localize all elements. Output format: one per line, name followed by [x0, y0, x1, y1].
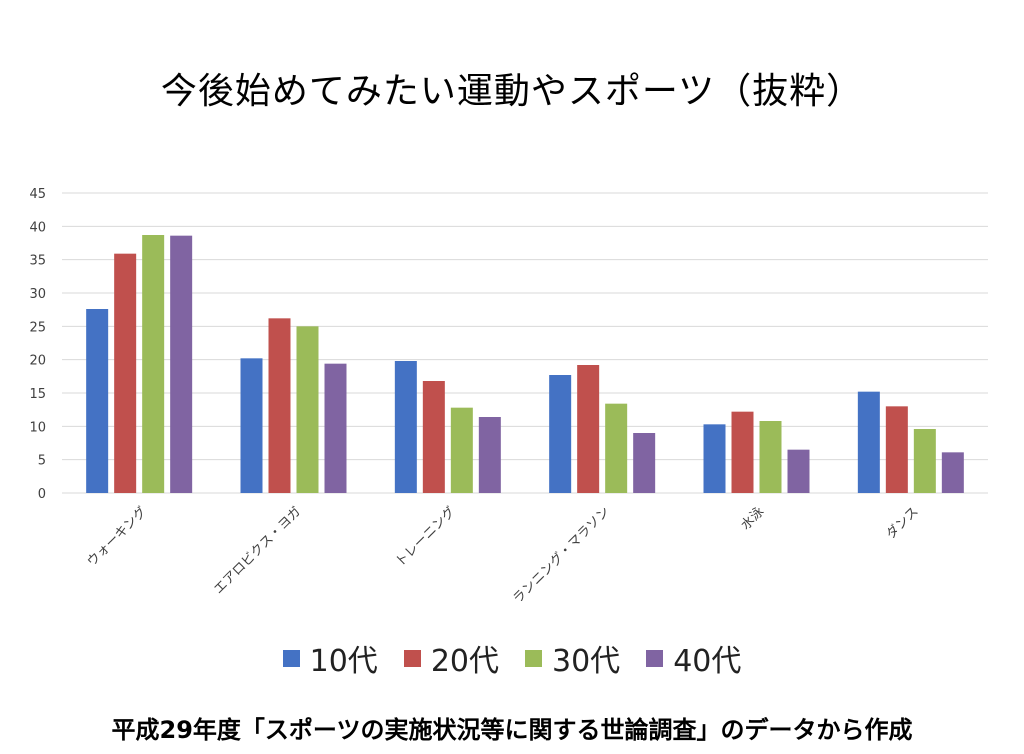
legend-label: 40代 — [673, 644, 742, 679]
footnote: 平成29年度「スポーツの実施状況等に関する世論調査」のデータから作成 — [111, 716, 913, 744]
bar-40代-エアロビクス・ヨガ — [324, 363, 347, 493]
legend-swatch — [282, 649, 300, 667]
bar-20代-トレーニング — [422, 381, 445, 493]
gridlines — [62, 192, 988, 494]
y-tick-label: 20 — [29, 354, 46, 369]
y-tick-label: 15 — [29, 387, 46, 402]
bar-20代-ダンス — [885, 406, 908, 493]
bar-10代-エアロビクス・ヨガ — [240, 358, 263, 493]
x-category-label: 水泳 — [738, 504, 767, 533]
bar-20代-ウォーキング — [114, 253, 137, 493]
bar-30代-水泳 — [759, 421, 782, 493]
chart-title: 今後始めてみたい運動やスポーツ（抜粋） — [160, 71, 864, 112]
bar-40代-ランニング・マラソン — [633, 433, 656, 493]
bar-20代-エアロビクス・ヨガ — [268, 318, 291, 493]
x-category-label: トレーニング — [393, 504, 459, 570]
bar-40代-ダンス — [941, 452, 964, 493]
x-category-label: ウォーキング — [84, 504, 149, 569]
y-tick-label: 25 — [29, 320, 46, 335]
x-axis-categories: ウォーキング エアロビクス・ヨガ トレーニング ランニング・マラソン 水泳 ダンス — [84, 504, 921, 607]
y-tick-label: 45 — [29, 187, 46, 202]
bar-40代-ウォーキング — [170, 235, 193, 493]
x-category-label: ランニング・マラソン — [510, 504, 613, 607]
legend-label: 30代 — [552, 644, 621, 679]
bar-30代-エアロビクス・ヨガ — [296, 326, 319, 493]
y-tick-label: 35 — [29, 254, 46, 269]
bar-10代-ランニング・マラソン — [549, 375, 572, 493]
y-tick-label: 40 — [29, 220, 46, 235]
legend-item: 30代 — [525, 636, 620, 680]
legend-item: 40代 — [646, 636, 741, 680]
bar-30代-ダンス — [913, 429, 936, 493]
legend-label: 20代 — [430, 644, 499, 679]
legend-item: 10代 — [282, 636, 378, 680]
bar-10代-水泳 — [703, 424, 726, 493]
y-tick-label: 10 — [29, 420, 46, 435]
legend-label: 10代 — [309, 644, 378, 679]
bar-chart: 0 5 10 15 20 25 30 35 40 45 ウォーキング エアロビクス・ヨガ トレーニング… — [29, 187, 988, 607]
bars — [86, 235, 964, 493]
legend-swatch — [646, 649, 664, 667]
bar-30代-ウォーキング — [142, 235, 165, 493]
bar-30代-トレーニング — [450, 407, 473, 493]
bar-10代-ダンス — [857, 391, 880, 493]
bar-20代-ランニング・マラソン — [577, 365, 600, 493]
bar-30代-ランニング・マラソン — [605, 403, 628, 493]
bar-10代-トレーニング — [394, 361, 417, 493]
bar-40代-水泳 — [787, 449, 810, 493]
x-category-label: エアロビクス・ヨガ — [211, 504, 304, 597]
y-axis-ticks: 0 5 10 15 20 25 30 35 40 45 — [29, 187, 46, 502]
legend: 10代 20代 30代 40代 — [0, 636, 1024, 680]
bar-20代-水泳 — [731, 411, 754, 493]
y-tick-label: 0 — [38, 487, 46, 502]
y-tick-label: 5 — [38, 454, 46, 469]
bar-10代-ウォーキング — [86, 309, 109, 493]
legend-swatch — [525, 649, 542, 667]
legend-item: 20代 — [403, 636, 499, 680]
x-category-label: ダンス — [884, 504, 922, 542]
y-tick-label: 30 — [29, 287, 46, 302]
bar-40代-トレーニング — [478, 417, 501, 493]
legend-swatch — [403, 649, 421, 667]
